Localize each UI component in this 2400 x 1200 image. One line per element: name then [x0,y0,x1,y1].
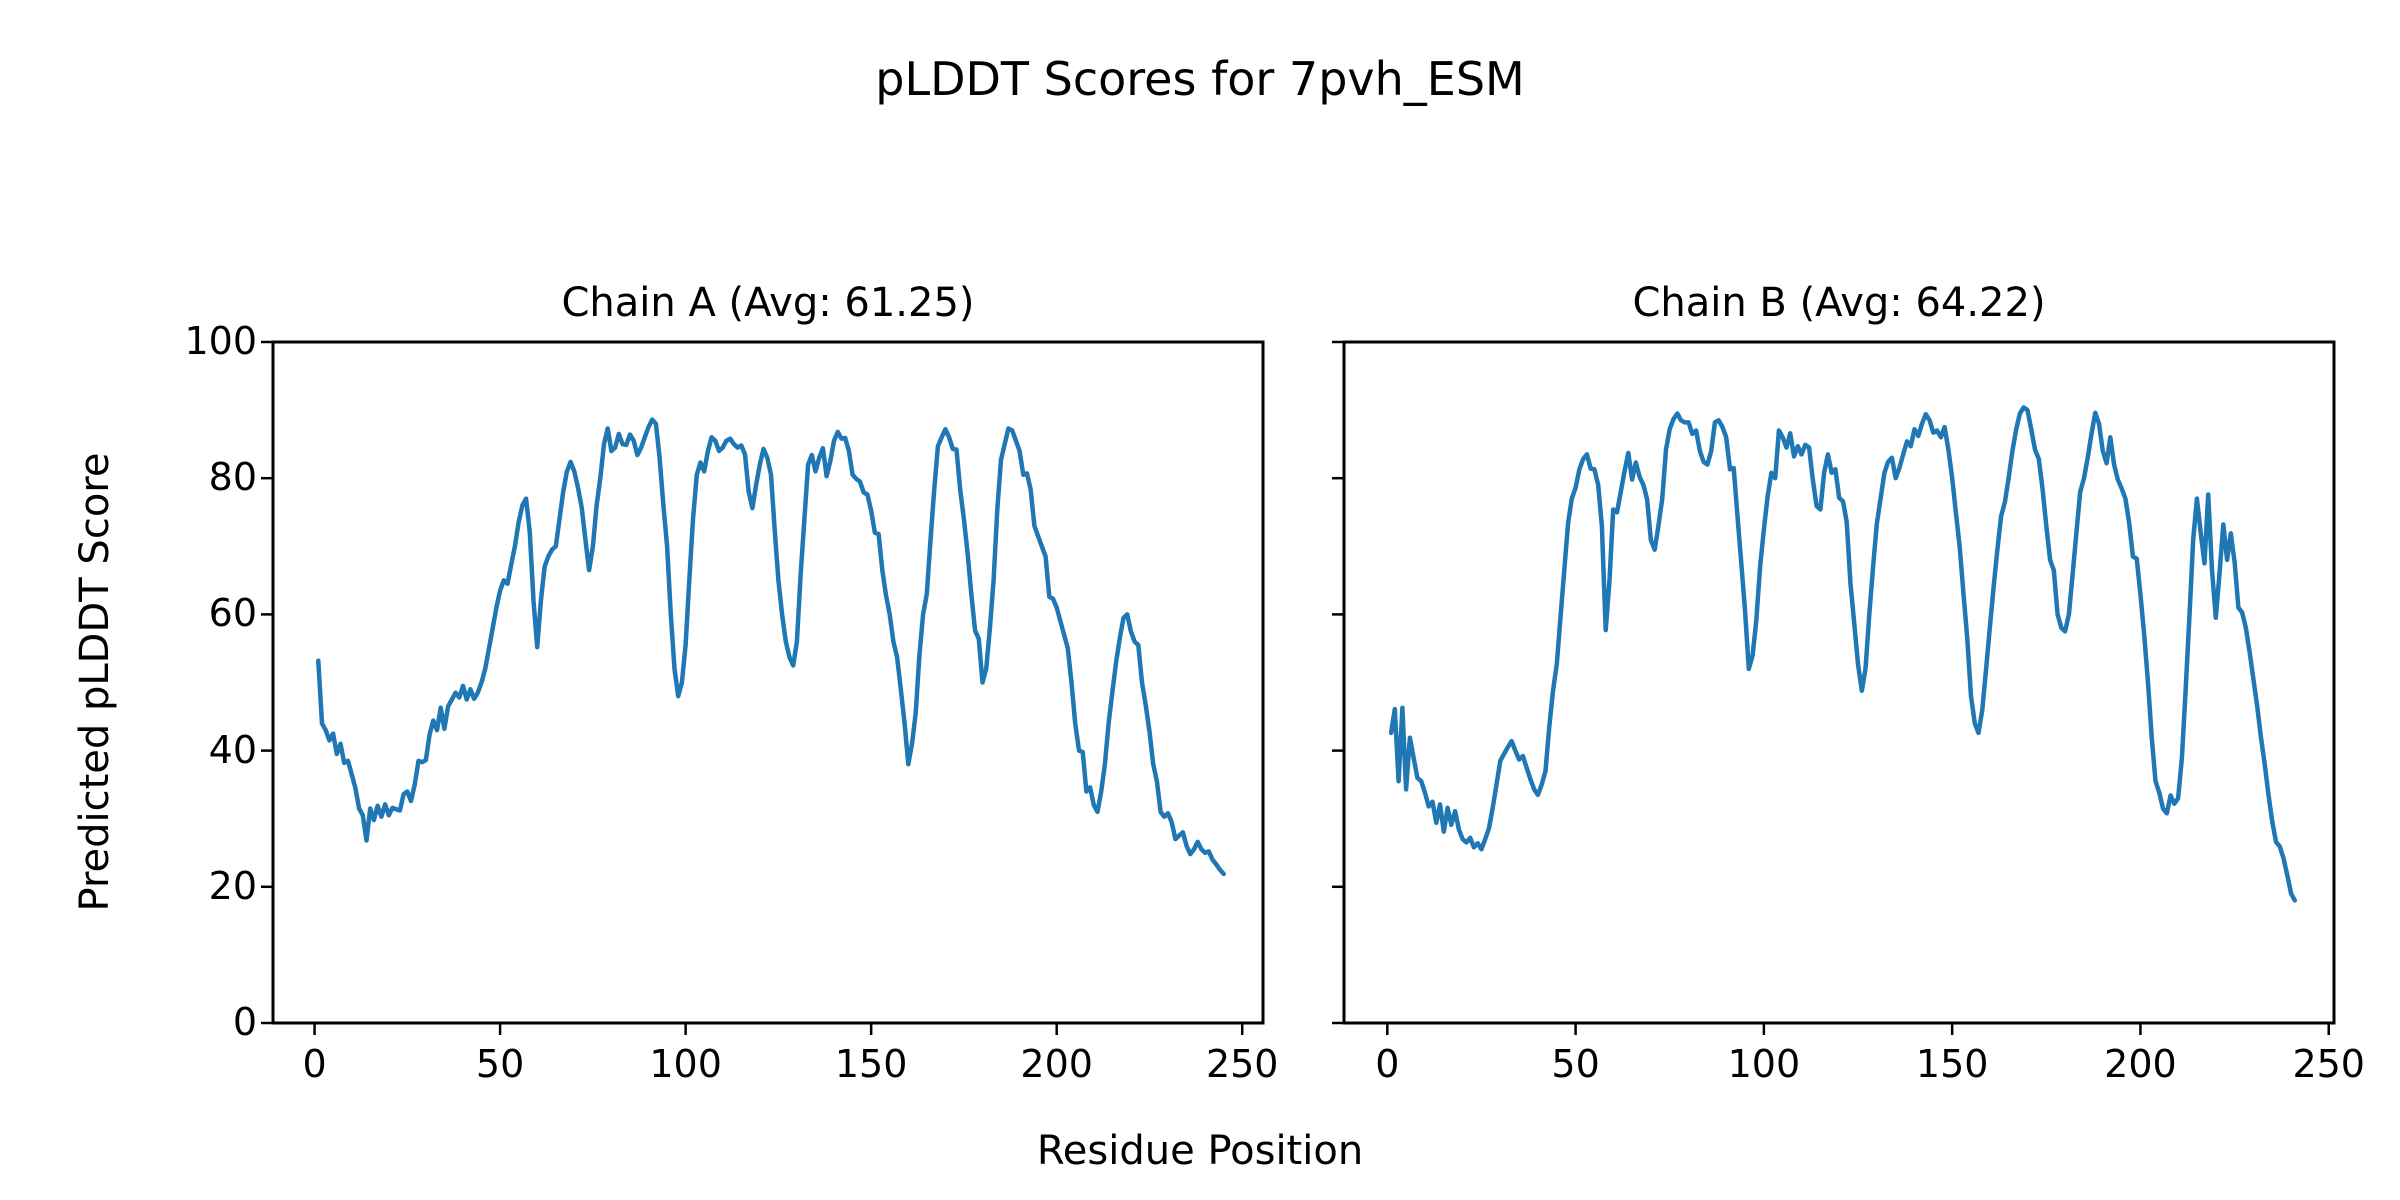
x-tick-label: 250 [1205,1042,1279,1086]
chart-area-chain-a [261,340,1265,1035]
subplot-title-chain-a: Chain A (Avg: 61.25) [561,280,975,326]
subplot-title-chain-b: Chain B (Avg: 64.22) [1632,280,2046,326]
plddt-line-chain-a [316,417,1226,877]
x-tick-label: 50 [475,1042,525,1086]
x-tick-label: 250 [2292,1042,2365,1086]
x-tick-label: 200 [2104,1042,2177,1086]
subplot-chain-a: Chain A (Avg: 61.25) 0 50 100 150 200 250 0 20 4… [184,280,1278,1085]
plddt-line-chain-b [1388,405,2298,903]
y-tick-label: 80 [208,455,257,500]
x-tick-label: 150 [834,1042,908,1086]
y-axis-label: Predicted pLDDT Score [72,452,118,912]
x-tick-label: 200 [1020,1042,1093,1086]
axes-spines [1342,340,2336,1025]
x-tick-label: 0 [302,1042,327,1086]
y-tick-label: 20 [208,863,257,908]
x-tick-label: 150 [1915,1042,1989,1086]
y-tick-label: 60 [208,591,257,636]
x-tick-label: 50 [1551,1042,1600,1086]
figure-title: pLDDT Scores for 7pvh_ESM [875,52,1525,106]
x-axis-label: Residue Position [1036,1128,1364,1174]
axes-spines [271,340,1265,1025]
x-tick-label: 100 [1727,1042,1801,1086]
subplot-chain-b: Chain B (Avg: 64.22) 0 50 100 150 200 250 [1332,280,2365,1085]
x-tick-label: 0 [1375,1042,1400,1086]
y-tick-label: 0 [232,1000,257,1045]
y-tick-label: 40 [208,727,257,772]
y-tick-label: 100 [184,319,257,364]
chart-area-chain-b [1332,340,2336,1035]
x-tick-label: 100 [649,1042,722,1086]
